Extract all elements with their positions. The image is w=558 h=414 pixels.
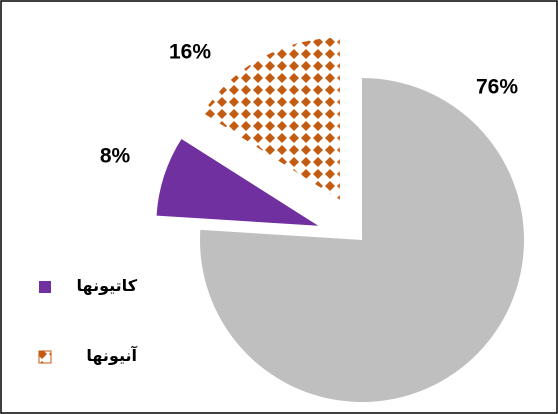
pie-slice: [203, 37, 340, 200]
legend-swatch: [38, 350, 52, 364]
legend-label: کاتیونها: [77, 278, 138, 295]
pie-slice: [200, 78, 524, 402]
data-label: 16%: [169, 41, 211, 64]
data-label: 76%: [476, 76, 518, 99]
data-label: 8%: [100, 145, 131, 168]
pie-slice: [156, 138, 319, 226]
legend-swatch: [39, 281, 51, 293]
legend-label: آنیونها: [86, 345, 137, 365]
